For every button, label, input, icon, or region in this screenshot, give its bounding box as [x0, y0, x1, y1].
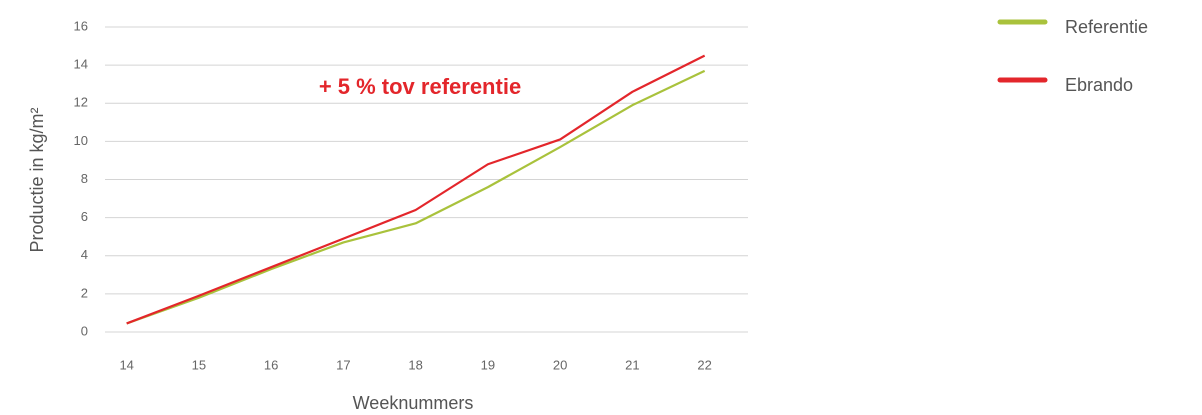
y-axis-label: Productie in kg/m²	[27, 107, 47, 252]
y-tick-label: 0	[81, 323, 88, 338]
y-tick-label: 14	[74, 57, 88, 72]
legend-label: Ebrando	[1065, 75, 1133, 95]
y-tick-label: 8	[81, 171, 88, 186]
y-tick-label: 4	[81, 247, 88, 262]
y-tick-label: 2	[81, 285, 88, 300]
series-line	[126, 54, 706, 325]
x-tick-label: 20	[553, 357, 567, 372]
x-axis-label: Weeknummers	[353, 393, 474, 413]
legend-label: Referentie	[1065, 17, 1148, 37]
x-tick-label: 18	[408, 357, 422, 372]
series-line	[126, 69, 706, 325]
x-tick-label: 21	[625, 357, 639, 372]
x-tick-label: 17	[336, 357, 350, 372]
y-tick-label: 12	[74, 95, 88, 110]
x-tick-label: 16	[264, 357, 278, 372]
x-tick-label: 14	[119, 357, 133, 372]
y-tick-label: 16	[74, 18, 88, 33]
y-tick-label: 10	[74, 133, 88, 148]
x-tick-label: 22	[697, 357, 711, 372]
y-tick-label: 6	[81, 209, 88, 224]
x-tick-label: 19	[481, 357, 495, 372]
annotation: + 5 % tov referentie	[319, 74, 521, 99]
x-tick-label: 15	[192, 357, 206, 372]
